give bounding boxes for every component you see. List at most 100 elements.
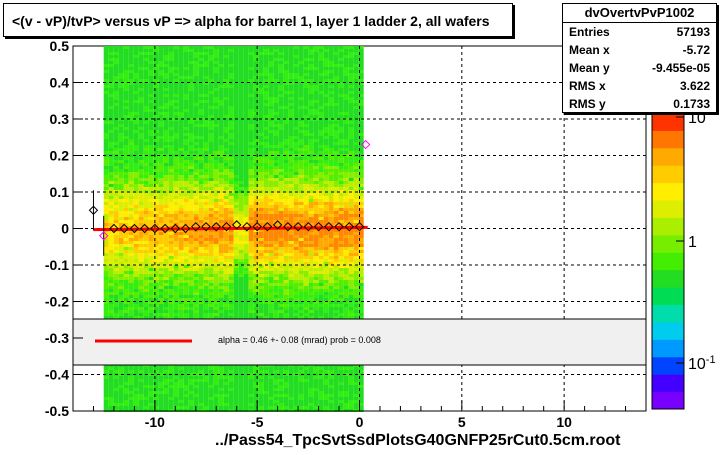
heatmap-cell — [198, 199, 204, 202]
heatmap-cell — [208, 205, 214, 208]
heatmap-cell — [123, 382, 129, 385]
heatmap-cell — [113, 283, 119, 286]
heatmap-cell — [148, 391, 154, 394]
heatmap-cell — [253, 91, 259, 94]
heatmap-cell — [248, 202, 254, 205]
heatmap-cell — [253, 184, 259, 187]
heatmap-cell — [163, 202, 169, 205]
heatmap-cell — [198, 310, 204, 313]
heatmap-cell — [213, 397, 219, 400]
heatmap-cell — [133, 394, 139, 397]
heatmap-cell — [113, 73, 119, 76]
heatmap-cell — [243, 310, 249, 313]
heatmap-cell — [208, 58, 214, 61]
heatmap-cell — [113, 220, 119, 223]
heatmap-cell — [228, 295, 234, 298]
heatmap-cell — [248, 139, 254, 142]
heatmap-cell — [218, 151, 224, 154]
heatmap-cell — [278, 67, 284, 70]
heatmap-cell — [228, 85, 234, 88]
heatmap-cell — [233, 76, 239, 79]
heatmap-cell — [193, 151, 199, 154]
heatmap-cell — [158, 301, 164, 304]
heatmap-cell — [218, 112, 224, 115]
heatmap-cell — [258, 289, 264, 292]
heatmap-cell — [118, 307, 124, 310]
heatmap-cell — [273, 151, 279, 154]
heatmap-cell — [113, 163, 119, 166]
heatmap-cell — [258, 406, 264, 409]
heatmap-cell — [113, 79, 119, 82]
heatmap-cell — [128, 103, 134, 106]
heatmap-cell — [118, 67, 124, 70]
heatmap-cell — [173, 253, 179, 256]
heatmap-cell — [238, 238, 244, 241]
heatmap-cell — [253, 196, 259, 199]
heatmap-cell — [168, 376, 174, 379]
heatmap-cell — [303, 181, 309, 184]
heatmap-cell — [263, 268, 269, 271]
heatmap-cell — [103, 262, 109, 265]
heatmap-cell — [203, 151, 209, 154]
heatmap-cell — [198, 85, 204, 88]
heatmap-cell — [188, 127, 194, 130]
heatmap-cell — [258, 262, 264, 265]
heatmap-cell — [103, 79, 109, 82]
heatmap-cell — [218, 403, 224, 406]
heatmap-cell — [163, 151, 169, 154]
heatmap-cell — [183, 403, 189, 406]
heatmap-cell — [243, 94, 249, 97]
heatmap-cell — [133, 211, 139, 214]
heatmap-cell — [128, 301, 134, 304]
heatmap-cell — [198, 184, 204, 187]
heatmap-cell — [173, 250, 179, 253]
heatmap-cell — [123, 241, 129, 244]
heatmap-cell — [178, 70, 184, 73]
heatmap-cell — [118, 220, 124, 223]
heatmap-cell — [248, 283, 254, 286]
heatmap-cell — [288, 67, 294, 70]
heatmap-cell — [158, 175, 164, 178]
heatmap-cell — [283, 382, 289, 385]
heatmap-cell — [288, 91, 294, 94]
heatmap-cell — [278, 220, 284, 223]
heatmap-cell — [178, 124, 184, 127]
heatmap-cell — [233, 142, 239, 145]
heatmap-cell — [278, 130, 284, 133]
heatmap-cell — [218, 184, 224, 187]
heatmap-cell — [128, 292, 134, 295]
heatmap-cell — [143, 193, 149, 196]
heatmap-cell — [293, 211, 299, 214]
heatmap-cell — [118, 247, 124, 250]
heatmap-cell — [143, 115, 149, 118]
heatmap-cell — [198, 76, 204, 79]
heatmap-cell — [108, 121, 114, 124]
heatmap-cell — [143, 106, 149, 109]
heatmap-cell — [223, 193, 229, 196]
heatmap-cell — [213, 379, 219, 382]
heatmap-cell — [113, 316, 119, 319]
heatmap-cell — [273, 130, 279, 133]
heatmap-cell — [283, 106, 289, 109]
heatmap-cell — [108, 289, 114, 292]
heatmap-cell — [138, 211, 144, 214]
heatmap-cell — [163, 109, 169, 112]
heatmap-cell — [283, 262, 289, 265]
heatmap-cell — [233, 163, 239, 166]
heatmap-cell — [103, 100, 109, 103]
heatmap-cell — [193, 391, 199, 394]
heatmap-cell — [183, 370, 189, 373]
heatmap-cell — [103, 73, 109, 76]
heatmap-cell — [248, 199, 254, 202]
heatmap-cell — [108, 166, 114, 169]
heatmap-cell — [248, 121, 254, 124]
heatmap-cell — [178, 316, 184, 319]
heatmap-cell — [213, 307, 219, 310]
heatmap-cell — [213, 157, 219, 160]
heatmap-cell — [283, 304, 289, 307]
heatmap-cell — [298, 184, 304, 187]
heatmap-cell — [223, 373, 229, 376]
heatmap-cell — [178, 313, 184, 316]
heatmap-cell — [193, 316, 199, 319]
